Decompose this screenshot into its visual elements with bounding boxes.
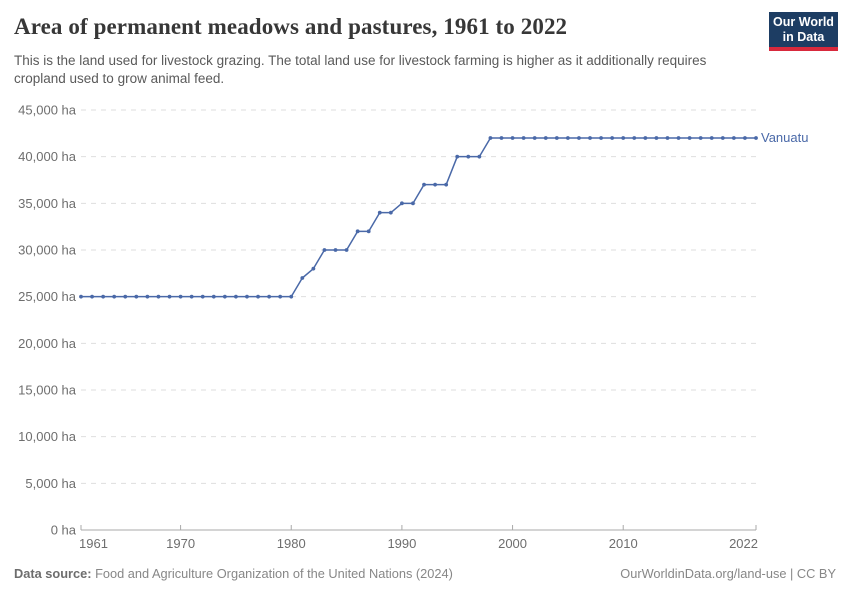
svg-text:45,000 ha: 45,000 ha: [18, 103, 77, 118]
line-chart[interactable]: 0 ha 5,000 ha 10,000 ha 15,000 ha 20,000 ha 2…: [0, 95, 850, 555]
credit-link[interactable]: OurWorldinData.org/land-use | CC BY: [620, 566, 836, 581]
chart-canvas[interactable]: 0 ha 5,000 ha 10,000 ha 15,000 ha 20,000 ha 2…: [0, 95, 850, 555]
svg-text:2010: 2010: [609, 536, 638, 551]
data-source-note: Data source: Food and Agriculture Organi…: [14, 566, 453, 581]
series-label-vanuatu[interactable]: Vanuatu: [761, 130, 809, 145]
svg-text:25,000 ha: 25,000 ha: [18, 289, 77, 304]
owid-logo-line1: Our World: [773, 14, 834, 29]
svg-text:20,000 ha: 20,000 ha: [18, 336, 77, 351]
svg-text:30,000 ha: 30,000 ha: [18, 243, 77, 258]
svg-text:0 ha: 0 ha: [51, 523, 77, 538]
svg-text:40,000 ha: 40,000 ha: [18, 149, 77, 164]
svg-text:1980: 1980: [277, 536, 306, 551]
chart-subtitle: This is the land used for livestock graz…: [14, 53, 707, 86]
owid-logo[interactable]: Our World in Data: [769, 12, 838, 51]
chart-footer: Data source: Food and Agriculture Organi…: [14, 566, 836, 581]
data-source-text: Food and Agriculture Organization of the…: [91, 566, 453, 581]
svg-text:1970: 1970: [166, 536, 195, 551]
svg-text:1990: 1990: [387, 536, 416, 551]
svg-text:1961: 1961: [79, 536, 108, 551]
svg-text:2000: 2000: [498, 536, 527, 551]
owid-logo-line2: in Data: [782, 29, 825, 44]
svg-text:2022: 2022: [729, 536, 758, 551]
page-title: Area of permanent meadows and pastures, …: [14, 14, 568, 39]
svg-text:15,000 ha: 15,000 ha: [18, 383, 77, 398]
svg-text:10,000 ha: 10,000 ha: [18, 429, 77, 444]
data-source-label: Data source:: [14, 566, 92, 581]
svg-text:5,000 ha: 5,000 ha: [25, 476, 76, 491]
svg-text:35,000 ha: 35,000 ha: [18, 196, 77, 211]
